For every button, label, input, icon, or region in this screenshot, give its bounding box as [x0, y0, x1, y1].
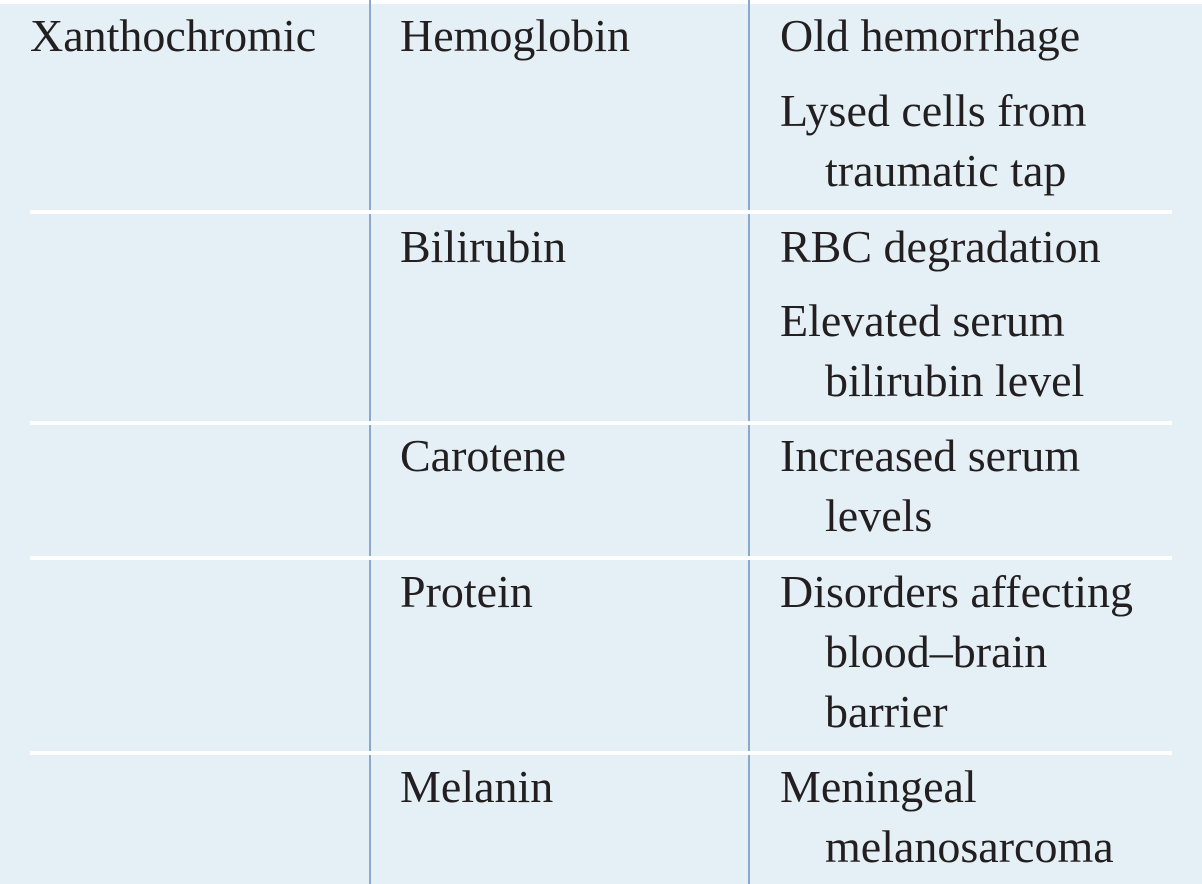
column-divider-1	[369, 0, 371, 884]
cause-line: Lysed cells from	[780, 85, 1087, 136]
column-divider-2	[748, 0, 750, 884]
cause-line: Meningeal	[780, 761, 977, 812]
cause-increased-serum-levels: Increased serum levels	[780, 426, 1080, 546]
cause-line: barrier	[825, 686, 948, 737]
cause-line: Increased serum	[780, 430, 1081, 481]
row-divider-4	[30, 751, 1172, 755]
row-divider-2	[30, 421, 1172, 425]
cause-line: Disorders affecting	[780, 566, 1133, 617]
cause-elevated-serum-bilirubin: Elevated serum bilirubin level	[780, 291, 1084, 411]
cause-line: traumatic tap	[825, 145, 1067, 196]
row-divider-1	[30, 210, 1172, 214]
cause-line: levels	[825, 490, 933, 541]
cause-line: melanosarcoma	[825, 821, 1114, 872]
cause-line: Elevated serum	[780, 295, 1065, 346]
pigment-protein: Protein	[400, 566, 533, 617]
appearance-label: Xanthochromic	[30, 10, 317, 61]
row-divider-3	[30, 556, 1172, 560]
cause-line: bilirubin level	[825, 355, 1085, 406]
pigment-hemoglobin: Hemoglobin	[400, 10, 630, 61]
cause-old-hemorrhage: Old hemorrhage	[780, 10, 1081, 61]
pigment-melanin: Melanin	[400, 761, 554, 812]
pigment-carotene: Carotene	[400, 430, 567, 481]
cause-lysed-cells: Lysed cells from traumatic tap	[780, 81, 1087, 201]
cause-disorders-bbb: Disorders affecting blood–brain barrier	[780, 562, 1133, 742]
cause-meningeal-melanosarcoma: Meningeal melanosarcoma	[780, 757, 1114, 877]
cause-rbc-degradation: RBC degradation	[780, 221, 1101, 272]
cause-line: blood–brain	[825, 626, 1048, 677]
pigment-bilirubin: Bilirubin	[400, 221, 567, 272]
table-top-rule	[0, 0, 1202, 4]
